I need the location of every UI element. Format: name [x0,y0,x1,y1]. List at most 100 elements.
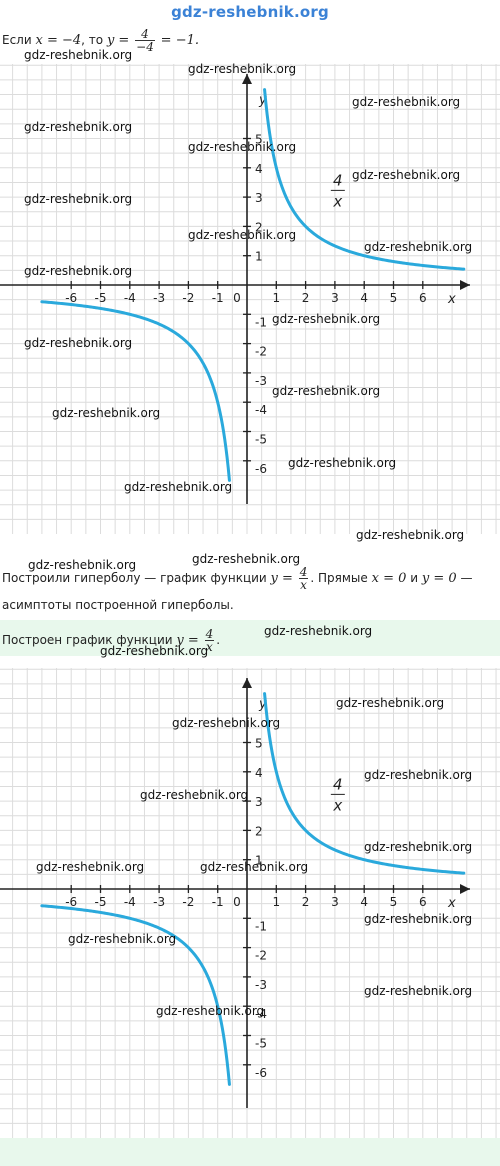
hyperbola-branch-negative [40,300,231,482]
watermark: gdz-reshebnik.org [140,788,249,802]
curve-label-den: x [332,796,342,814]
curve-label-num: 4 [333,775,343,793]
x-tick-label: -5 [95,291,107,305]
y-axis-arrow [242,74,252,84]
x-tick-label: 1 [272,895,280,909]
site-header: gdz-reshebnik.org [0,0,500,24]
x-tick-label: -5 [95,895,107,909]
y-tick-label: -2 [255,949,267,963]
y-tick-label: -4 [255,1007,267,1021]
y-tick-label: 3 [255,795,263,809]
watermark: gdz-reshebnik.org [272,312,381,326]
watermark: gdz-reshebnik.org [288,456,397,470]
y-tick-label: 2 [255,824,263,838]
y-tick-label: 1 [255,250,263,264]
x-tick-label: 2 [302,895,310,909]
x-tick-label: -4 [124,895,136,909]
y-tick-label: 5 [255,737,263,751]
watermark: gdz-reshebnik.org [24,120,133,134]
x-axis-arrow [460,884,470,894]
watermark: gdz-reshebnik.org [272,384,381,398]
y-tick-label: -6 [255,462,267,476]
x-tick-label: -1 [212,291,224,305]
y-tick-label: -3 [255,374,267,388]
y-axis-label: y [258,93,267,108]
x-tick-label: 5 [390,895,398,909]
x-tick-label: -4 [124,291,136,305]
hyperbola-branch-positive [263,88,466,271]
answer-band [0,620,500,656]
y-tick-label: -5 [255,1037,267,1051]
watermark: gdz-reshebnik.org [24,264,133,278]
y-tick-label: 4 [255,162,263,176]
y-axis-arrow [242,678,252,688]
watermark: gdz-reshebnik.org [36,860,145,874]
hyperbola-branch-positive [263,692,466,875]
watermark: gdz-reshebnik.org [264,624,373,638]
y-tick-label: -3 [255,978,267,992]
watermark: gdz-reshebnik.org [356,528,465,542]
graph-2: x y -6 -5 -4 -3 -2 -1 0 1 2 3 4 5 6 5 4 3 2 1 -1 -2 -3 -4 -5 -6 4 x [0,668,500,1138]
watermark: gdz-reshebnik.org [336,696,445,710]
watermark: gdz-reshebnik.org [364,240,473,254]
x-tick-label: 6 [419,895,427,909]
watermark: gdz-reshebnik.org [364,768,473,782]
curve-label-den: x [332,192,342,210]
hyperbola-chart-2: x y -6 -5 -4 -3 -2 -1 0 1 2 3 4 5 6 5 4 3 2 1 -1 -2 -3 -4 -5 -6 4 x [0,668,500,1138]
x-tick-label: -3 [153,291,165,305]
watermark: gdz-reshebnik.org [124,480,233,494]
x-tick-label: 0 [233,895,241,909]
watermark: gdz-reshebnik.org [28,558,137,572]
watermark: gdz-reshebnik.org [188,140,297,154]
x-tick-label: 2 [302,291,310,305]
hyperbola-chart-1: x y -6 -5 -4 -3 -2 -1 0 1 2 3 4 5 6 5 4 3 2 1 -1 -2 -3 -4 -5 -6 4 x [0,64,500,534]
watermark: gdz-reshebnik.org [364,984,473,998]
watermark: gdz-reshebnik.org [172,716,281,730]
step2-text: Построили гиперболу — график функции y =… [2,565,473,592]
watermark: gdz-reshebnik.org [192,552,301,566]
watermark: gdz-reshebnik.org [364,912,473,926]
watermark: gdz-reshebnik.org [352,95,461,109]
y-tick-label: -1 [255,919,267,933]
curve-label-num: 4 [333,171,343,189]
watermark: gdz-reshebnik.org [188,62,297,76]
y-tick-label: -4 [255,403,267,417]
y-tick-label: 1 [255,854,263,868]
x-tick-label: 0 [233,291,241,305]
y-tick-label: -6 [255,1066,267,1080]
step2-text-line2: асимптоты построенной гиперболы. [2,598,234,612]
bottom-band [0,1138,500,1166]
x-tick-label: 4 [360,291,368,305]
watermark: gdz-reshebnik.org [200,860,309,874]
x-tick-label: 6 [419,291,427,305]
y-tick-label: 4 [255,766,263,780]
x-tick-label: 3 [331,291,339,305]
y-tick-label: 2 [255,220,263,234]
watermark: gdz-reshebnik.org [156,1004,265,1018]
x-tick-label: -3 [153,895,165,909]
x-tick-label: -2 [182,895,194,909]
y-axis-label: y [258,697,267,712]
x-tick-label: 1 [272,291,280,305]
watermark: gdz-reshebnik.org [52,406,161,420]
x-axis-label: x [447,896,456,911]
graph-1: x y -6 -5 -4 -3 -2 -1 0 1 2 3 4 5 6 5 4 3 2 1 -1 -2 -3 -4 -5 -6 4 x [0,64,500,534]
y-tick-label: -1 [255,315,267,329]
hyperbola-branch-negative [40,904,231,1086]
x-tick-label: -2 [182,291,194,305]
x-tick-label: -6 [65,895,77,909]
watermark: gdz-reshebnik.org [68,932,177,946]
watermark: gdz-reshebnik.org [364,840,473,854]
x-tick-label: -1 [212,895,224,909]
watermark: gdz-reshebnik.org [24,192,133,206]
site-title[interactable]: gdz-reshebnik.org [171,3,329,21]
watermark: gdz-reshebnik.org [188,228,297,242]
y-tick-label: 5 [255,133,263,147]
watermark: gdz-reshebnik.org [100,644,209,658]
x-axis-label: x [447,292,456,307]
fraction: 4 −4 [135,27,155,54]
watermark: gdz-reshebnik.org [352,168,461,182]
